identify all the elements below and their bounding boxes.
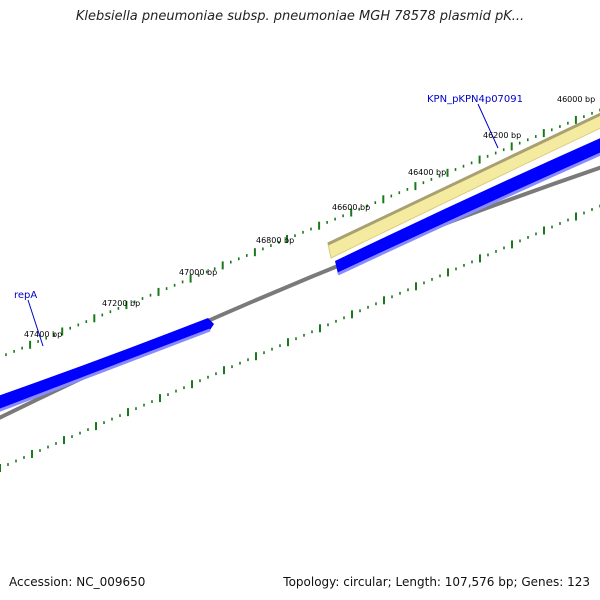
gene-label-KPN_pKPN4p07091: KPN_pKPN4p07091 [427,94,523,105]
tick-label-46800: 46800 bp [256,236,294,245]
tick-label-47000: 47000 bp [179,268,217,277]
inner-dotted-track [0,204,600,472]
tick-label-46000: 46000 bp [557,95,595,104]
gene-label-repA: repA [14,290,37,301]
gene-label-connector-KPN [477,103,499,149]
tick-label-47200: 47200 bp [102,299,140,308]
gene-repA[interactable] [0,318,214,412]
tick-label-47400: 47400 bp [24,330,62,339]
backbone-line [0,165,600,420]
outer-dotted-track [5,108,600,357]
tick-label-46400: 46400 bp [408,168,446,177]
map-title: Klebsiella pneumoniae subsp. pneumoniae … [75,9,525,24]
tick-label-46600: 46600 bp [332,203,370,212]
gene-forward-right[interactable] [335,136,600,274]
tick-label-46200: 46200 bp [483,131,521,140]
gene-forward-right-highlight [337,152,600,276]
topology-summary: Topology: circular; Length: 107,576 bp; … [283,575,590,589]
gene-KPN_pKPN4p07091-edge [327,112,600,246]
accession-text: Accession: NC_009650 [9,575,146,589]
gene-label-connector-repA [27,299,44,347]
gene-repA-highlight [0,328,211,412]
